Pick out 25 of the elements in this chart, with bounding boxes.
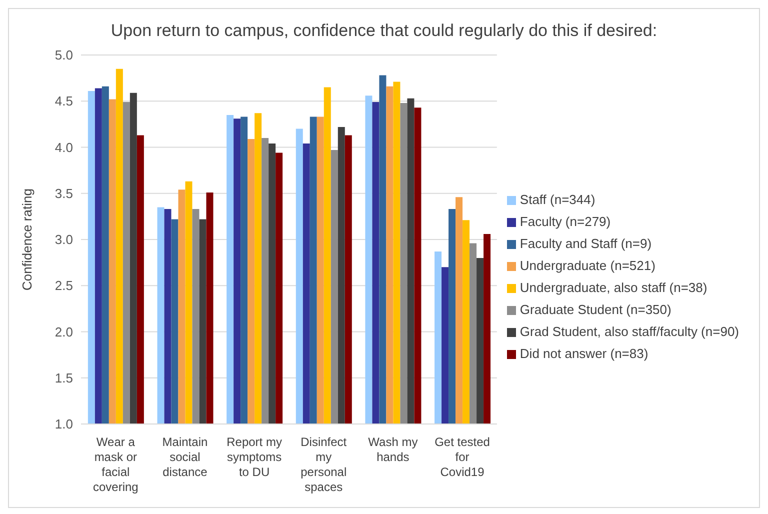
y-tick-label: 1.5 bbox=[54, 370, 73, 386]
y-tick-label: 1.0 bbox=[54, 416, 73, 432]
y-tick-label: 3.5 bbox=[54, 186, 73, 201]
x-tick-label: Maintain social distance bbox=[162, 435, 208, 479]
legend-label: Graduate Student (n=350) bbox=[520, 302, 672, 317]
x-tick-label: Get tested for Covid19 bbox=[434, 435, 490, 479]
y-tick-label: 2.0 bbox=[54, 324, 73, 340]
y-axis-title: Confidence rating bbox=[20, 188, 35, 290]
y-tick-label: 5.0 bbox=[54, 48, 73, 63]
legend-label: Grad Student, also staff/faculty (n=90) bbox=[520, 324, 739, 339]
legend-label: Staff (n=344) bbox=[520, 192, 596, 207]
y-tick-label: 2.5 bbox=[54, 278, 73, 294]
x-tick-label: Wash my hands bbox=[368, 435, 418, 464]
x-tick-label: Disinfect my personal spaces bbox=[300, 435, 348, 494]
y-tick-label: 4.0 bbox=[54, 140, 73, 155]
y-tick-label: 3.0 bbox=[54, 232, 73, 248]
chart-title: Upon return to campus, confidence that could regularly do this if desired: bbox=[110, 20, 658, 42]
y-tick-label: 4.5 bbox=[54, 94, 73, 109]
legend-label: Undergraduate (n=521) bbox=[520, 258, 656, 273]
x-tick-label: Wear a mask or facial covering bbox=[92, 435, 138, 494]
legend-label: Undergraduate, also staff (n=38) bbox=[520, 280, 708, 295]
legend-label: Faculty and Staff (n=9) bbox=[520, 236, 652, 251]
x-tick-label: Report my symptoms to DU bbox=[226, 435, 282, 479]
legend-label: Faculty (n=279) bbox=[520, 214, 611, 229]
legend-label: Did not answer (n=83) bbox=[520, 346, 648, 361]
